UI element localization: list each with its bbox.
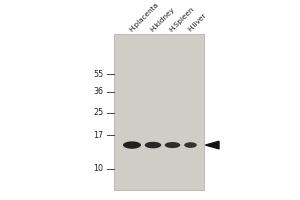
Ellipse shape <box>184 142 197 148</box>
Polygon shape <box>206 141 219 149</box>
Ellipse shape <box>145 142 161 148</box>
Text: 55: 55 <box>93 70 103 79</box>
Text: H.Spleen: H.Spleen <box>168 5 195 33</box>
Ellipse shape <box>165 142 180 148</box>
Text: 10: 10 <box>94 164 103 173</box>
Text: 25: 25 <box>93 108 103 117</box>
Ellipse shape <box>123 141 141 149</box>
Text: H.placenta: H.placenta <box>128 1 160 33</box>
Text: 36: 36 <box>94 87 103 96</box>
Text: H.kidney: H.kidney <box>149 6 176 33</box>
FancyBboxPatch shape <box>114 34 204 190</box>
Text: H.liver: H.liver <box>186 12 207 33</box>
Text: 17: 17 <box>93 131 103 140</box>
